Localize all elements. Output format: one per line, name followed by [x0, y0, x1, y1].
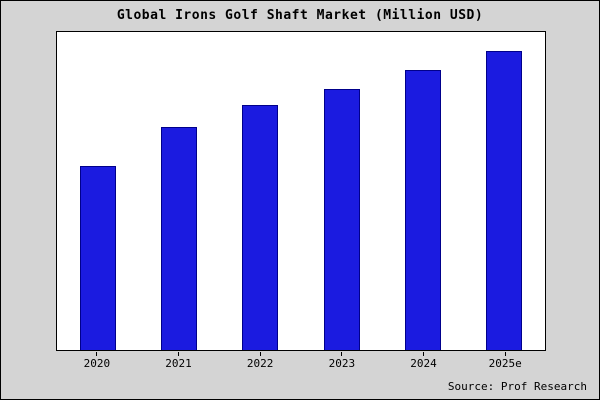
chart-title: Global Irons Golf Shaft Market (Million … [116, 8, 484, 23]
tick-mark [341, 352, 343, 356]
bar-2020 [79, 165, 116, 350]
bar-2021 [160, 127, 197, 350]
bar-slot [464, 32, 545, 350]
tick-mark [423, 352, 425, 356]
bar-slot [138, 32, 219, 350]
bars [57, 32, 545, 350]
x-tick-label: 2025e [488, 357, 522, 370]
x-axis-ticks: 2020 2021 2022 2023 2024 2025e [56, 352, 546, 370]
bar-2024 [404, 70, 441, 350]
bar-slot [301, 32, 382, 350]
bar-2023 [323, 89, 360, 350]
x-tick-2020: 2020 [56, 352, 138, 370]
bar-2025e [486, 51, 523, 350]
x-tick-label: 2023 [328, 357, 356, 370]
bar-slot [382, 32, 463, 350]
x-tick-label: 2021 [165, 357, 192, 370]
x-tick-label: 2022 [246, 357, 274, 370]
x-tick-label: 2020 [83, 357, 111, 370]
x-tick-label: 2024 [410, 357, 437, 370]
tick-mark [504, 352, 506, 356]
x-tick-2024: 2024 [383, 352, 465, 370]
x-tick-2025e: 2025e [464, 352, 546, 370]
source-note: Source: Prof Research [447, 380, 587, 393]
tick-mark [96, 352, 98, 356]
tick-mark [178, 352, 179, 356]
bar-slot [220, 32, 301, 350]
plot-area [56, 31, 546, 351]
x-tick-2022: 2022 [219, 352, 301, 370]
x-tick-2021: 2021 [138, 352, 220, 370]
bar-2022 [242, 105, 279, 350]
tick-mark [259, 352, 261, 356]
bar-slot [57, 32, 138, 350]
x-tick-2023: 2023 [301, 352, 383, 370]
